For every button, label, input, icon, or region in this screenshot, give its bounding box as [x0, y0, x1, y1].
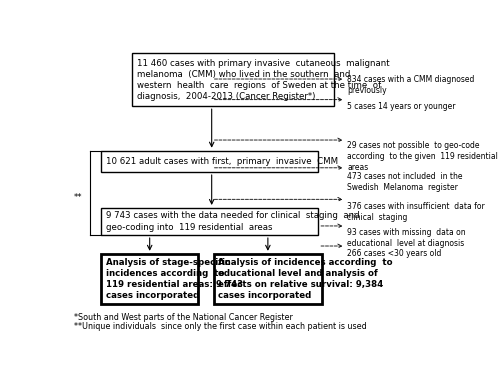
- Text: 834 cases with a CMM diagnosed
previously: 834 cases with a CMM diagnosed previousl…: [348, 75, 474, 95]
- Bar: [101, 208, 318, 235]
- Text: 5 cases 14 years or younger: 5 cases 14 years or younger: [348, 102, 456, 111]
- Text: **: **: [74, 193, 82, 202]
- Text: Analysis of stage-specific
incidences according  to
119 residential areas: 9 743: Analysis of stage-specific incidences ac…: [106, 258, 243, 300]
- Bar: [214, 254, 322, 304]
- Bar: [132, 53, 334, 106]
- Text: *South and West parts of the National Cancer Register: *South and West parts of the National Ca…: [74, 313, 293, 322]
- Text: 473 cases not included  in the
Swedish  Melanoma  register: 473 cases not included in the Swedish Me…: [348, 172, 463, 192]
- Text: 376 cases with insufficient  data for
clinical  staging: 376 cases with insufficient data for cli…: [348, 202, 485, 222]
- Text: **Unique individuals  since only the first case within each patient is used: **Unique individuals since only the firs…: [74, 323, 367, 331]
- Text: 93 cases with missing  data on
educational  level at diagnosis: 93 cases with missing data on educationa…: [348, 228, 466, 248]
- Text: Analysis of incidences according  to
educational level and analysis of
effects o: Analysis of incidences according to educ…: [218, 258, 393, 300]
- Text: 29 cases not possible  to geo-code
according  to the given  119 residential
area: 29 cases not possible to geo-code accord…: [348, 141, 498, 172]
- Text: 10 621 adult cases with first,  primary  invasive  CMM: 10 621 adult cases with first, primary i…: [106, 157, 338, 166]
- Text: 9 743 cases with the data needed for clinical  staging  and
geo-coding into  119: 9 743 cases with the data needed for cli…: [106, 211, 360, 231]
- Text: 266 cases <30 years old: 266 cases <30 years old: [348, 248, 442, 257]
- Text: 11 460 cases with primary invasive  cutaneous  malignant
melanoma  (CMM) who liv: 11 460 cases with primary invasive cutan…: [137, 58, 390, 101]
- Bar: [101, 151, 318, 172]
- Bar: [101, 254, 198, 304]
